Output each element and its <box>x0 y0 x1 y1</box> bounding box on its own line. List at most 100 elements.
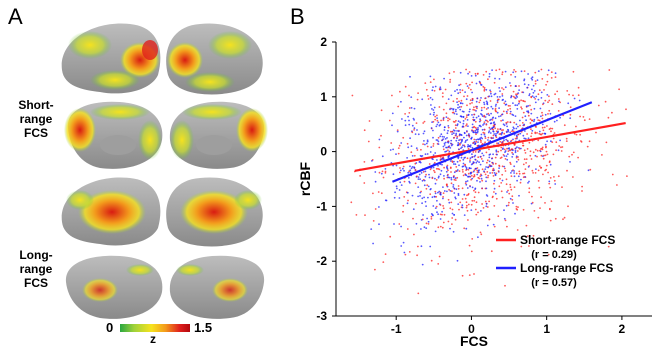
short-range-point <box>549 127 552 130</box>
long-range-point <box>468 133 470 135</box>
brain-long-right-medial <box>169 255 265 319</box>
short-range-point <box>470 88 472 91</box>
long-range-point <box>407 177 410 179</box>
short-range-point <box>575 125 577 128</box>
long-range-point <box>471 186 474 189</box>
short-range-point <box>485 123 488 126</box>
short-range-point <box>408 94 410 97</box>
long-range-point <box>437 121 440 124</box>
long-range-point <box>457 106 459 109</box>
long-range-point <box>424 143 426 146</box>
long-range-point <box>421 197 424 200</box>
short-range-point <box>477 211 479 214</box>
short-range-point <box>417 92 419 94</box>
short-range-point <box>608 69 611 71</box>
short-range-point <box>465 201 468 204</box>
long-range-point <box>432 205 435 207</box>
long-range-point <box>446 190 448 193</box>
long-range-point <box>474 188 476 191</box>
long-range-point <box>432 154 435 157</box>
long-range-point <box>471 91 473 94</box>
long-range-point <box>457 92 460 95</box>
long-range-point <box>512 138 514 141</box>
long-range-point <box>467 125 469 127</box>
long-range-point <box>481 115 484 117</box>
short-range-point <box>553 176 555 178</box>
long-range-point <box>424 153 427 156</box>
short-range-point <box>480 139 482 142</box>
long-range-point <box>411 166 414 168</box>
short-range-point <box>434 190 437 193</box>
short-range-point <box>529 122 532 124</box>
long-range-point <box>446 137 448 139</box>
short-range-point <box>552 137 555 140</box>
short-range-point <box>486 206 489 208</box>
long-range-point <box>493 121 496 124</box>
brain-long-right-lateral <box>166 177 263 247</box>
long-range-point <box>429 113 432 115</box>
short-range-point <box>434 115 437 118</box>
short-range-point <box>453 178 456 181</box>
long-range-point <box>416 129 418 131</box>
short-range-point <box>433 169 435 172</box>
short-range-point <box>489 100 492 102</box>
long-range-point <box>494 192 497 195</box>
short-range-point <box>486 171 489 173</box>
short-range-point <box>407 199 409 202</box>
short-range-point <box>483 89 486 92</box>
long-range-point <box>509 110 512 113</box>
short-range-point <box>402 204 405 207</box>
long-range-point <box>464 141 467 144</box>
short-range-point <box>525 158 528 161</box>
short-range-point <box>540 68 543 71</box>
y-axis-label: rCBF <box>297 161 313 196</box>
short-range-point <box>551 127 554 130</box>
short-range-point <box>513 186 516 189</box>
long-range-point <box>444 141 447 144</box>
short-range-point <box>493 81 496 84</box>
long-range-point <box>436 199 438 202</box>
short-range-point <box>517 133 520 136</box>
short-range-point <box>526 133 528 135</box>
long-range-point <box>404 124 407 127</box>
short-range-point <box>566 90 569 92</box>
short-range-point <box>547 101 549 104</box>
long-range-point <box>546 140 548 143</box>
short-range-point <box>497 170 500 172</box>
short-range-point <box>516 150 519 152</box>
long-range-point <box>455 113 458 115</box>
long-range-point <box>531 76 534 79</box>
long-range-point <box>471 114 473 116</box>
long-range-point <box>494 173 497 176</box>
short-range-point <box>509 149 512 152</box>
long-range-point <box>450 94 453 97</box>
short-range-point <box>414 169 417 171</box>
long-range-point <box>528 93 531 95</box>
short-range-point <box>450 171 452 173</box>
long-range-point <box>559 139 561 142</box>
short-range-point <box>398 144 401 147</box>
short-range-point <box>537 216 540 219</box>
long-range-point <box>385 199 388 202</box>
long-range-point <box>487 139 489 141</box>
short-range-point <box>504 167 506 170</box>
short-range-point <box>474 151 477 153</box>
short-range-point <box>467 168 470 171</box>
long-range-point <box>515 127 518 130</box>
short-range-point <box>414 182 417 185</box>
long-range-point <box>507 130 510 133</box>
short-range-point <box>439 213 442 216</box>
short-range-point <box>546 125 548 127</box>
short-range-point <box>509 163 512 166</box>
long-range-point <box>496 99 499 102</box>
long-range-point <box>427 196 429 199</box>
long-range-point <box>539 150 542 153</box>
long-range-point <box>425 142 428 145</box>
long-range-point <box>542 155 544 158</box>
short-range-point <box>426 184 429 187</box>
long-range-point <box>393 196 396 199</box>
long-range-point <box>450 177 453 179</box>
short-range-point <box>459 83 462 86</box>
long-range-label: Long-range FCS <box>4 248 68 290</box>
short-range-point <box>426 145 429 148</box>
